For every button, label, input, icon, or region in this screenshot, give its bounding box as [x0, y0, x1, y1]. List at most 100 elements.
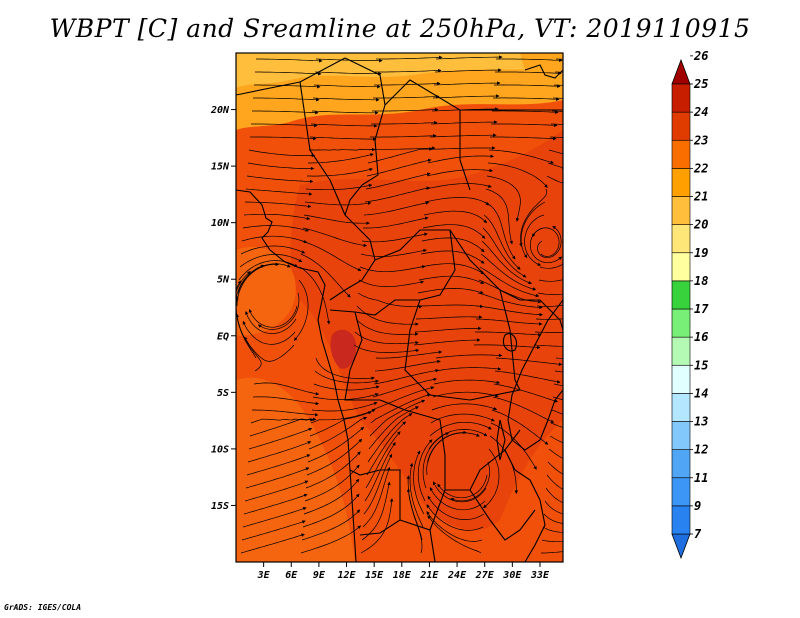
map-frame	[235, 52, 564, 563]
streamline	[432, 391, 499, 398]
streamline	[433, 379, 501, 385]
streamline	[253, 382, 320, 396]
streamline	[354, 331, 419, 345]
streamline	[485, 188, 513, 245]
field-sw	[236, 377, 355, 562]
streamline	[248, 427, 313, 450]
colorbar-label: 13	[694, 415, 708, 429]
streamline	[243, 493, 308, 515]
streamline	[549, 435, 563, 445]
streamline	[426, 504, 484, 531]
streamline	[494, 370, 561, 384]
colorbar-box	[671, 83, 691, 113]
colorbar-label: 18	[694, 274, 708, 288]
border-l	[344, 311, 406, 411]
border-r	[504, 449, 546, 562]
field-band-north-light	[236, 53, 563, 88]
coastline-east	[507, 299, 563, 451]
streamline	[492, 396, 555, 423]
streamline	[305, 451, 361, 489]
streamline	[421, 237, 485, 253]
streamline	[315, 357, 375, 380]
streamline	[548, 149, 563, 155]
colorbar-box	[671, 505, 691, 535]
streamline	[415, 315, 483, 320]
streamline	[307, 426, 365, 463]
streamline	[364, 442, 396, 502]
colorbar-label: 14	[694, 386, 708, 400]
streamline	[479, 266, 540, 298]
streamline	[314, 370, 379, 384]
streamline	[363, 216, 429, 229]
streamline	[358, 279, 425, 287]
streamline	[314, 71, 382, 76]
streamline	[422, 224, 486, 239]
streamline	[430, 120, 498, 125]
border-j	[520, 299, 563, 331]
streamline	[240, 533, 305, 554]
colorbar-arrow-high	[671, 58, 691, 85]
lon-tick-label: 9E	[313, 570, 326, 581]
streamline	[313, 84, 381, 89]
streamline	[366, 421, 407, 476]
lon-tick-label: 6E	[285, 570, 298, 581]
colorbar-label: 25	[693, 77, 708, 91]
streamline	[293, 279, 309, 341]
streamline	[245, 188, 313, 196]
streamline	[546, 474, 563, 490]
streamline	[413, 450, 425, 515]
streamline	[375, 68, 442, 73]
border-m	[404, 409, 521, 491]
streamline	[304, 201, 372, 206]
streamline	[491, 123, 558, 128]
streamline	[252, 110, 319, 115]
streamline	[550, 123, 563, 125]
border-k	[499, 289, 521, 391]
streamline	[311, 110, 379, 115]
lon-axis: 3E 6E 9E 12E 15E 18E 21E 24E 27E 30E 33E	[257, 562, 550, 581]
streamline	[239, 254, 303, 268]
streamline	[304, 464, 360, 502]
colorbar-box	[671, 336, 691, 366]
border-b	[344, 57, 386, 216]
colorbar-label: 19	[694, 246, 708, 260]
streamline	[241, 235, 308, 244]
streamline	[435, 353, 503, 359]
streamline	[365, 172, 431, 190]
streamline	[430, 413, 495, 424]
country-borders	[236, 57, 563, 562]
streamline	[427, 495, 485, 520]
border-h	[329, 229, 456, 316]
streamline	[434, 367, 502, 372]
field-patch-ne	[520, 53, 563, 100]
grads-credit: GrADS: IGES/COLA	[4, 603, 82, 612]
streamline	[429, 487, 486, 511]
streamline	[493, 97, 560, 101]
streamline	[249, 417, 314, 437]
streamline	[433, 81, 501, 86]
streamline	[476, 305, 543, 317]
colorbar-box	[671, 477, 691, 507]
lat-tick-label: 10S	[211, 444, 229, 455]
streamline	[543, 513, 563, 526]
streamline	[301, 240, 362, 272]
streamline	[427, 515, 482, 554]
streamline	[359, 265, 426, 273]
streamline	[481, 240, 532, 285]
streamline	[365, 431, 401, 489]
streamline	[368, 146, 436, 151]
streamline	[248, 305, 298, 328]
streamline	[406, 488, 423, 554]
streamline	[491, 409, 549, 445]
streamline	[541, 551, 563, 554]
colorbar-box	[671, 280, 691, 310]
streamline	[242, 225, 309, 232]
streamline	[537, 225, 562, 259]
streamline	[409, 462, 424, 528]
streamline	[549, 136, 563, 138]
streamlines	[236, 55, 563, 554]
colorbar-box	[671, 224, 691, 254]
lat-tick-label: 10N	[211, 218, 230, 229]
streamline	[414, 326, 482, 333]
streamline	[555, 58, 563, 60]
